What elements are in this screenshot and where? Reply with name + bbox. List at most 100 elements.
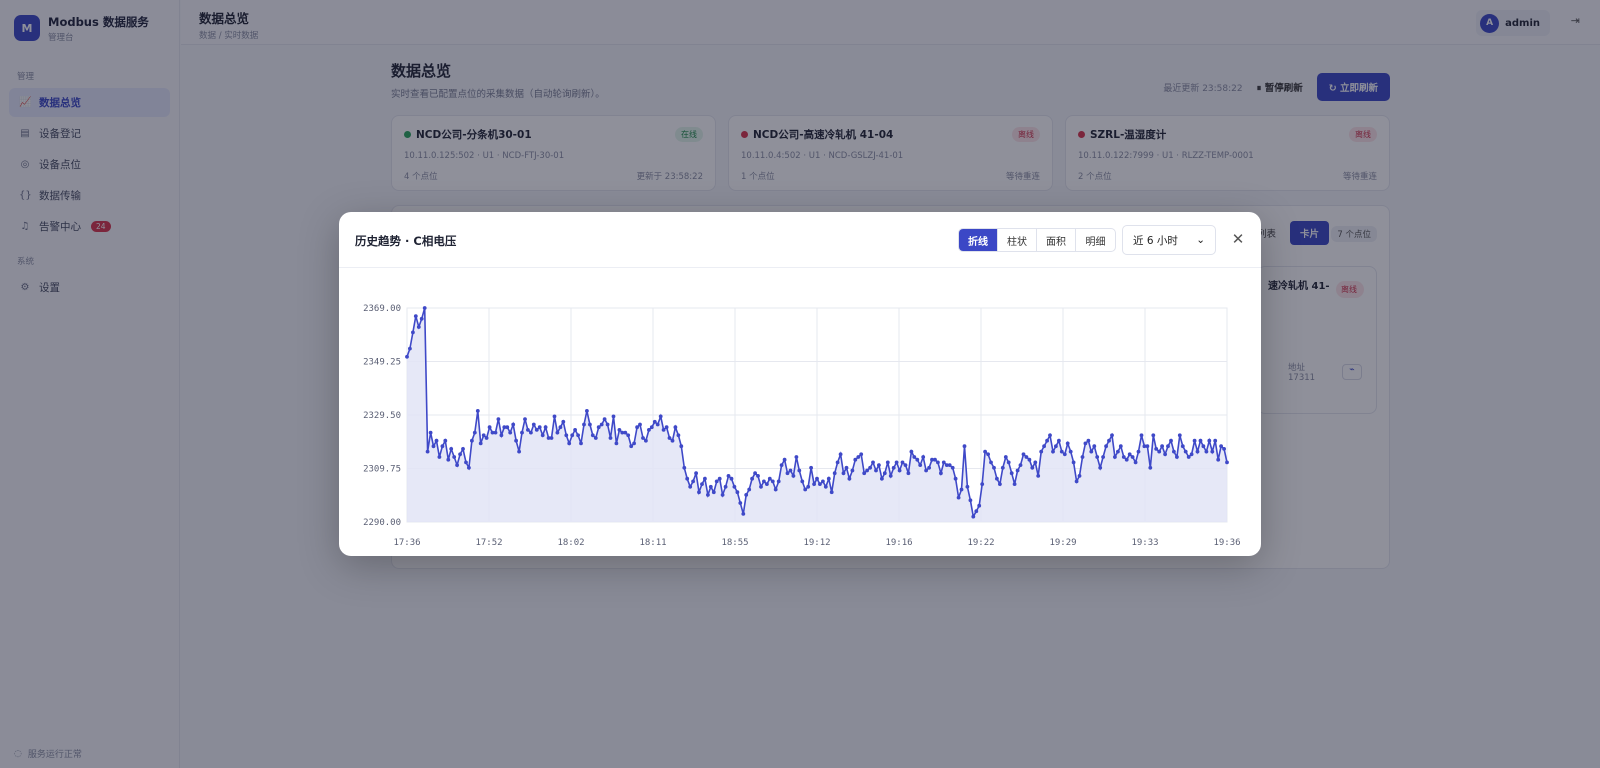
data-point [779, 463, 784, 467]
data-point [467, 465, 471, 470]
y-tick-label: 2349.25 [363, 358, 401, 368]
data-point [944, 463, 949, 467]
data-point [635, 425, 639, 430]
data-point [1039, 449, 1044, 454]
y-tick-label: 2329.50 [363, 411, 401, 421]
sidebar-item-device-register[interactable]: ▤ 设备登记 [9, 119, 170, 148]
brand[interactable]: M Modbus 数据服务 管理台 [0, 0, 179, 56]
mode-bar-button[interactable]: 柱状 [998, 229, 1037, 251]
data-point [576, 433, 580, 438]
data-point [614, 441, 619, 446]
status-badge: 离线 [1349, 127, 1377, 142]
mode-area-button[interactable]: 面积 [1037, 229, 1076, 251]
data-point [529, 430, 533, 435]
data-point [540, 433, 545, 438]
data-point [667, 436, 672, 440]
data-point [440, 444, 445, 449]
alert-count-badge: 24 [91, 221, 111, 232]
data-point [706, 493, 710, 497]
pause-refresh-label: 暂停刷新 [1264, 83, 1303, 94]
time-range-value: 近 6 小时 [1133, 234, 1178, 247]
mode-line-button[interactable]: 折线 [959, 229, 998, 251]
sidebar-item-settings[interactable]: ⚙ 设置 [9, 273, 170, 302]
data-point [983, 449, 987, 454]
device-card[interactable]: SZRL-温湿度计 离线 10.11.0.122:7999 · U1 · RLZ… [1065, 115, 1390, 191]
data-point [461, 447, 465, 451]
close-icon[interactable]: ✕ [1231, 230, 1245, 248]
data-point [405, 354, 409, 359]
data-point [1207, 438, 1212, 443]
data-point [431, 444, 436, 449]
sidebar-item-data-transfer[interactable]: {} 数据传输 [9, 181, 170, 210]
view-card-button[interactable]: 卡片 [1289, 221, 1329, 245]
data-point [1009, 471, 1014, 476]
data-point [770, 479, 775, 484]
sidebar-item-device-points[interactable]: ◎ 设备点位 [9, 150, 170, 179]
data-point [732, 484, 737, 489]
mode-detail-button[interactable]: 明细 [1085, 236, 1106, 248]
data-point [723, 484, 728, 489]
data-point [791, 474, 796, 478]
view-list-button[interactable]: 列表 [1256, 229, 1276, 240]
chevron-down-icon: ⌄ [1196, 234, 1205, 246]
time-range-select[interactable]: 近 6 小时 ⌄ [1122, 225, 1216, 255]
data-point [608, 436, 613, 440]
data-point [1195, 449, 1200, 454]
data-point [558, 425, 563, 430]
pause-refresh-button[interactable]: ⏸ 暂停刷新 [1257, 80, 1303, 94]
data-point [490, 430, 495, 435]
data-point [1186, 455, 1191, 459]
data-point [809, 465, 813, 470]
data-point [416, 325, 421, 329]
data-point [882, 471, 887, 476]
data-point [1015, 468, 1020, 473]
data-point [564, 433, 569, 438]
data-point [856, 455, 861, 459]
data-point [1213, 438, 1218, 443]
data-point [800, 479, 805, 484]
data-point [1148, 465, 1153, 470]
data-point [697, 490, 701, 495]
data-point [776, 479, 781, 484]
data-point [753, 471, 757, 476]
data-point [502, 425, 507, 430]
data-point [939, 471, 943, 476]
device-card[interactable]: NCD公司-分条机30-01 在线 10.11.0.125:502 · U1 ·… [391, 115, 716, 191]
data-point [897, 468, 902, 473]
data-point [950, 465, 955, 470]
sidebar-item-overview[interactable]: 📈 数据总览 [9, 88, 170, 117]
modal-title: 历史趋势 · C相电压 [355, 234, 457, 248]
data-point [452, 455, 457, 459]
point-address-value: 17311 [1288, 373, 1316, 383]
user-menu[interactable]: A admin [1476, 10, 1550, 36]
device-points: 2 个点位 [1078, 172, 1112, 182]
data-point [826, 476, 831, 481]
data-point [537, 425, 542, 430]
data-point [918, 463, 923, 467]
data-point [655, 422, 660, 427]
service-status: ◌ 服务运行正常 [14, 747, 82, 761]
data-point [1074, 479, 1079, 484]
trend-chart: 2369.00 2349.25 2329.50 2309.75 2290.00 17:36… [363, 304, 1240, 548]
data-point [1054, 444, 1058, 449]
status-badge: 离线 [1336, 281, 1364, 298]
data-point [738, 501, 743, 505]
logout-icon[interactable]: ⇥ [1570, 14, 1580, 27]
data-point [900, 460, 905, 465]
data-point [877, 463, 881, 467]
data-point [1080, 455, 1085, 459]
data-point [644, 438, 648, 443]
data-point [617, 428, 622, 432]
avatar: A [1480, 13, 1500, 33]
data-point [1133, 460, 1138, 465]
data-point [933, 457, 937, 462]
device-card[interactable]: NCD公司-高速冷轧机 41-04 离线 10.11.0.4:502 · U1 … [728, 115, 1053, 191]
refresh-now-button[interactable]: ↻ 立即刷新 [1316, 73, 1390, 101]
data-point [829, 490, 834, 495]
sidebar-item-alerts[interactable]: ♫ 告警中心 24 [9, 212, 170, 241]
data-point [1062, 452, 1067, 457]
history-trend-modal: 历史趋势 · C相电压 折线 柱状 面积 明细 近 6 小时 ⌄ ✕ 2369.… [339, 212, 1261, 556]
data-point [1139, 433, 1144, 438]
trend-icon[interactable]: ⌁ [1342, 364, 1362, 380]
data-point [714, 479, 719, 484]
